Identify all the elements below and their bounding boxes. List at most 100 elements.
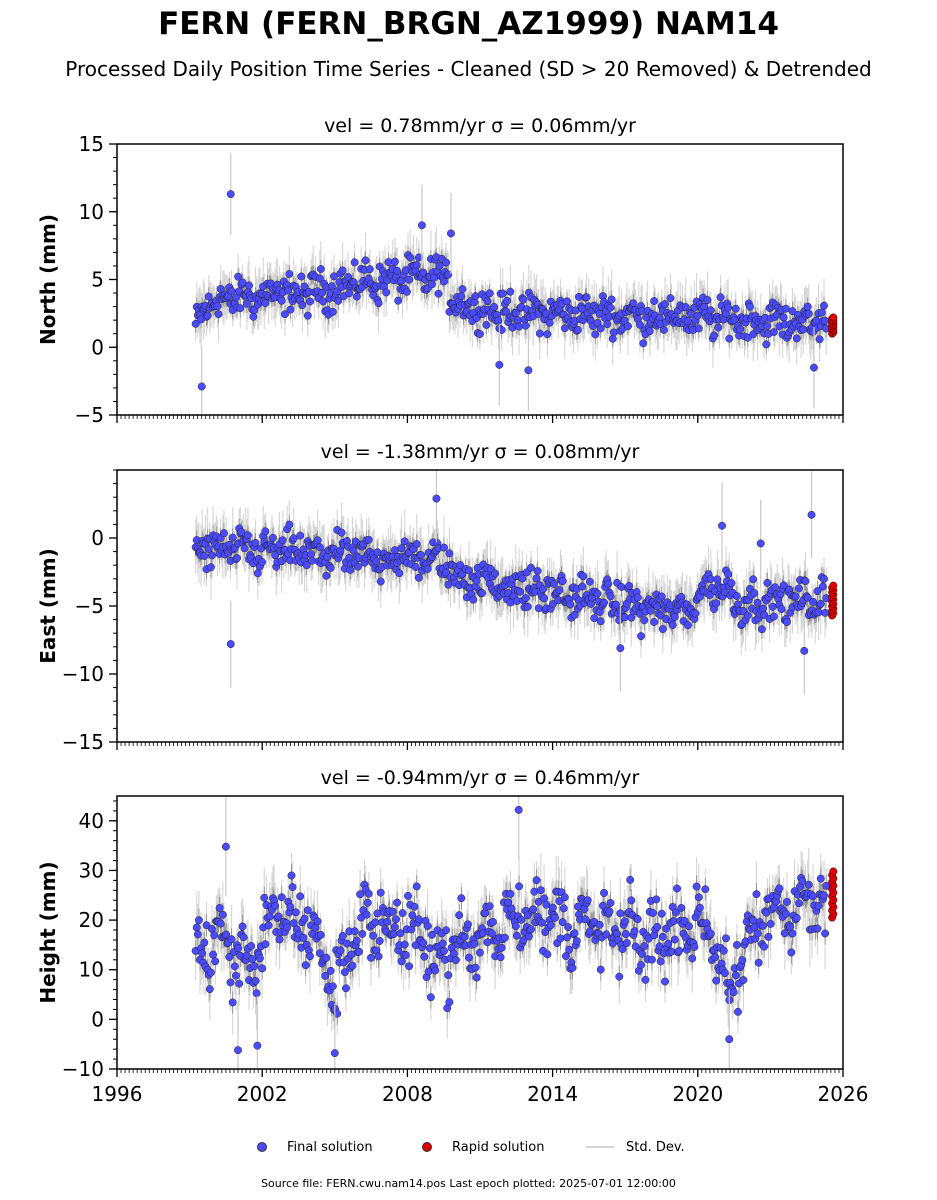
time-series-figure: vel = 0.78mm/yr σ = 0.06mm/yr North (mm) −… <box>36 115 868 1106</box>
final-solution-point <box>515 322 524 331</box>
final-solution-point <box>319 297 328 306</box>
final-solution-point <box>519 295 528 304</box>
chart-title: FERN (FERN_BRGN_AZ1999) NAM14 <box>158 6 779 42</box>
y-tick-label: 0 <box>91 335 104 359</box>
final-solution-point <box>645 327 654 336</box>
final-solution-point <box>533 567 542 575</box>
panel-title: vel = 0.78mm/yr σ = 0.06mm/yr <box>324 115 636 137</box>
final-solution-point <box>511 308 520 317</box>
final-solution-point <box>412 540 421 548</box>
panel-title: vel = -1.38mm/yr σ = 0.08mm/yr <box>321 441 640 463</box>
final-solution-point <box>419 268 428 277</box>
final-solution-point <box>779 581 788 590</box>
final-solution-point <box>414 253 423 262</box>
final-solution-point <box>604 579 613 588</box>
final-solution-point <box>337 528 346 537</box>
final-solution-point <box>226 190 235 199</box>
final-solution-point <box>345 289 354 298</box>
final-solution-point <box>750 589 759 598</box>
final-solution-point <box>298 301 307 309</box>
final-solution-point <box>435 261 444 270</box>
final-solution-point <box>661 300 669 308</box>
final-solution-point <box>439 277 448 286</box>
final-solution-point <box>249 312 258 321</box>
final-solution-point <box>306 297 314 306</box>
final-solution-point <box>315 543 324 552</box>
final-solution-point <box>334 296 343 305</box>
final-solution-point <box>400 537 409 546</box>
final-solution-point <box>566 600 575 609</box>
final-solution-point <box>374 299 383 308</box>
plot-area <box>191 796 838 1069</box>
final-solution-point <box>376 577 385 586</box>
final-solution-point <box>518 574 527 583</box>
final-solution-point <box>535 329 544 338</box>
final-solution-point <box>570 610 579 619</box>
final-solution-point <box>465 566 473 575</box>
final-solution-point <box>657 592 666 601</box>
final-solution-point <box>540 594 549 603</box>
final-solution-point <box>593 589 602 598</box>
final-solution-point <box>629 299 638 308</box>
final-solution-point <box>296 531 305 540</box>
final-solution-point <box>596 324 605 333</box>
final-solution-point <box>216 284 225 293</box>
chart-subtitle: Processed Daily Position Time Series - C… <box>65 57 872 81</box>
final-solution-point <box>269 533 277 542</box>
final-solution-point <box>471 292 480 301</box>
final-solution-point <box>220 529 228 538</box>
y-tick-label: 5 <box>91 268 104 292</box>
final-solution-point <box>234 272 243 281</box>
final-solution-point <box>338 266 347 275</box>
final-solution-point <box>277 296 286 305</box>
final-solution-point <box>746 302 754 311</box>
final-solution-point <box>706 306 715 315</box>
final-solution-point <box>558 577 567 586</box>
final-solution-point <box>795 584 803 593</box>
final-solution-point <box>650 297 659 305</box>
final-solution-point <box>284 286 293 295</box>
final-solution-point <box>818 582 827 591</box>
final-solution-point <box>414 573 423 582</box>
final-solution-point <box>714 323 723 332</box>
final-solution-point <box>406 253 415 262</box>
final-solution-point <box>382 288 391 297</box>
final-solution-point <box>573 325 582 334</box>
final-solution-point <box>736 325 745 334</box>
y-tick-label: −5 <box>75 403 104 427</box>
final-solution-point <box>412 261 421 270</box>
final-solution-point <box>813 587 822 596</box>
final-solution-point <box>228 533 237 542</box>
final-solution-point <box>318 288 326 297</box>
final-solution-point <box>213 302 222 311</box>
final-solution-point <box>316 265 325 273</box>
final-solution-point <box>245 281 253 290</box>
final-solution-point <box>596 617 605 626</box>
final-solution-point <box>591 330 600 339</box>
final-solution-point <box>603 320 612 329</box>
final-solution-point <box>749 575 758 584</box>
final-solution-point <box>242 299 251 308</box>
final-solution-point <box>590 614 599 623</box>
final-solution-point <box>506 287 515 296</box>
final-solution-point <box>757 625 766 634</box>
final-solution-point <box>815 335 824 344</box>
final-solution-point <box>668 621 677 630</box>
final-solution-point <box>204 292 213 301</box>
final-solution-point <box>308 556 317 565</box>
y-tick-label: −10 <box>62 662 104 686</box>
final-solution-point <box>302 561 311 570</box>
final-solution-point <box>620 613 629 622</box>
final-solution-point <box>732 592 741 601</box>
final-solution-point <box>817 308 826 317</box>
final-solution-point <box>532 574 541 583</box>
final-solution-point <box>214 310 223 319</box>
rapid-solution-point <box>829 581 838 590</box>
final-solution-point <box>582 293 591 302</box>
final-solution-point <box>521 321 530 330</box>
final-solution-point <box>563 297 571 306</box>
final-solution-point <box>197 382 206 391</box>
final-solution-point <box>478 589 487 598</box>
final-solution-point <box>402 287 411 296</box>
final-solution-point <box>397 544 406 553</box>
